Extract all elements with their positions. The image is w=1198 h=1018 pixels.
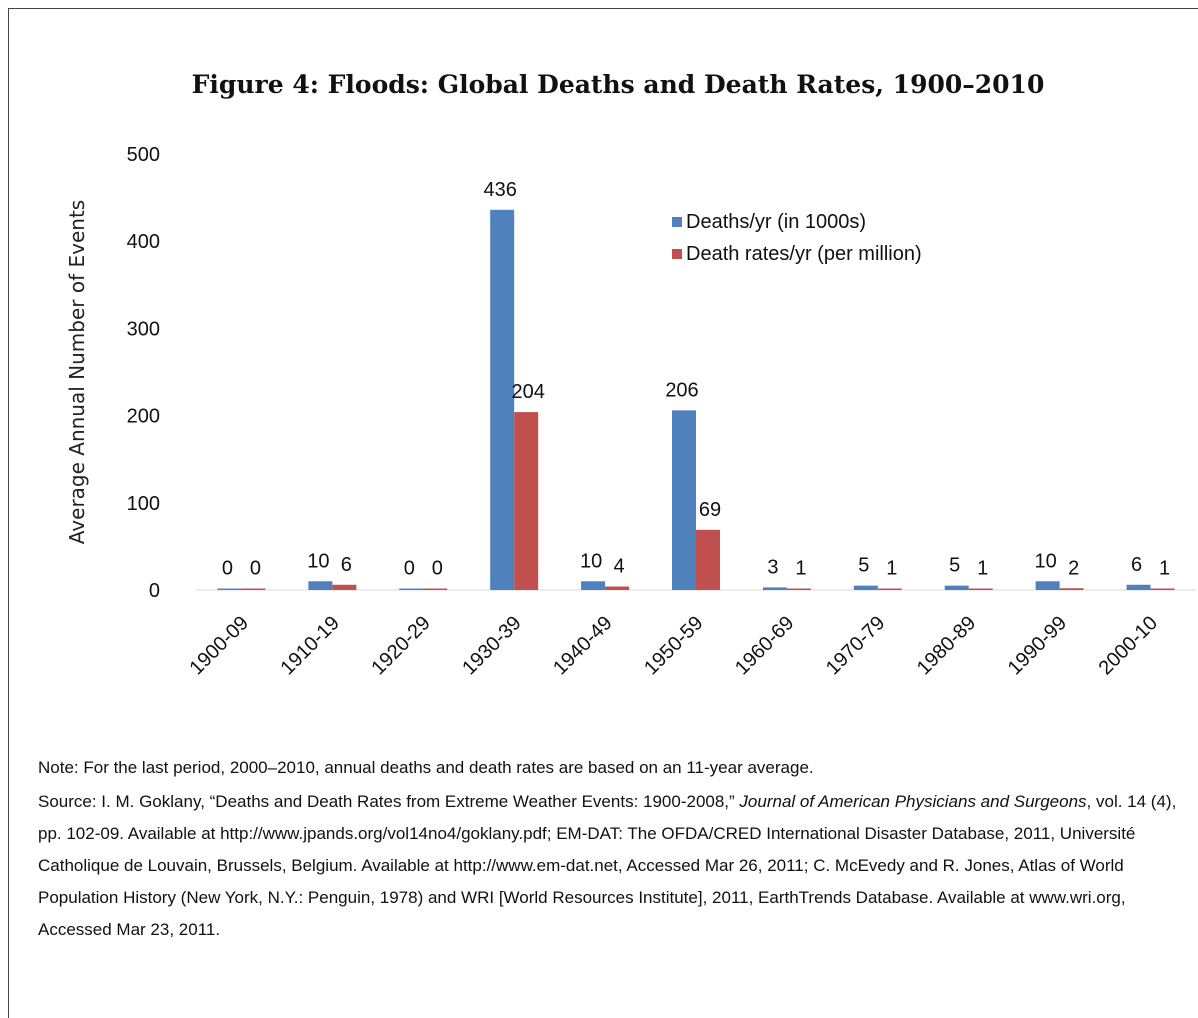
data-label-deaths: 3 (767, 556, 778, 578)
data-label-deaths: 436 (483, 179, 516, 201)
bar-deaths (308, 581, 333, 590)
bar-death-rates (241, 588, 266, 590)
bar-death-rates (514, 412, 539, 590)
chart-notes: Note: For the last period, 2000–2010, an… (38, 752, 1198, 948)
bar-death-rates (332, 584, 357, 590)
data-label-death-rates: 4 (614, 556, 625, 578)
x-tick-label: 1910-19 (276, 612, 343, 679)
bar-deaths (944, 585, 969, 590)
x-tick-label: 1990-99 (1004, 612, 1071, 679)
source-part-b: , vol. 14 (4), pp. 102-09. Available at … (38, 792, 1177, 939)
x-tick-label: 1920-29 (367, 612, 434, 679)
y-tick-label: 400 (127, 231, 160, 253)
legend-swatch-deaths (672, 217, 682, 227)
x-tick-label: 1930-39 (458, 612, 525, 679)
bar-deaths (581, 581, 606, 590)
bar-death-rates (1150, 588, 1175, 590)
legend-label-death-rates: Death rates/yr (per million) (686, 242, 922, 265)
bar-death-rates (1059, 588, 1084, 590)
data-label-deaths: 6 (1131, 554, 1142, 576)
bar-death-rates (877, 588, 902, 590)
bar-deaths (490, 209, 515, 591)
x-tick-label: 1950-59 (640, 612, 707, 679)
legend-item-death-rates: Death rates/yr (per million) (672, 238, 922, 270)
bar-deaths (399, 588, 424, 590)
bar-deaths (1126, 584, 1151, 590)
data-label-death-rates: 69 (699, 499, 721, 521)
bar-death-rates (786, 588, 811, 590)
bar-deaths (1035, 581, 1060, 590)
data-label-death-rates: 0 (432, 558, 443, 580)
bar-deaths (672, 410, 696, 590)
source-part-a: Source: I. M. Goklany, “Deaths and Death… (38, 792, 740, 811)
data-label-death-rates: 0 (250, 558, 261, 580)
source-journal: Journal of American Physicians and Surge… (739, 792, 1087, 811)
data-label-death-rates: 1 (977, 558, 988, 580)
data-label-deaths: 5 (949, 555, 960, 577)
figure-frame (8, 8, 1198, 1018)
data-label-death-rates: 1 (1159, 558, 1170, 580)
bar-death-rates (423, 588, 448, 590)
note-text: Note: For the last period, 2000–2010, an… (38, 758, 814, 777)
chart-title: Figure 4: Floods: Global Deaths and Deat… (191, 70, 1045, 99)
y-tick-label: 0 (149, 580, 160, 602)
bar-deaths (217, 588, 242, 590)
bar-death-rates (605, 586, 630, 590)
data-label-death-rates: 1 (795, 558, 806, 580)
data-label-deaths: 10 (1035, 550, 1057, 572)
y-tick-label: 500 (127, 144, 160, 166)
x-tick-label: 2000-10 (1095, 612, 1162, 679)
y-tick-label: 300 (127, 318, 160, 340)
x-tick-label: 1980-89 (913, 612, 980, 679)
data-label-deaths: 5 (858, 555, 869, 577)
y-tick-label: 100 (127, 493, 160, 515)
bar-death-rates (968, 588, 993, 590)
data-label-deaths: 0 (404, 558, 415, 580)
data-label-deaths: 0 (222, 558, 233, 580)
bar-death-rates (696, 529, 720, 590)
legend-label-deaths: Deaths/yr (in 1000s) (686, 210, 867, 233)
x-tick-label: 1960-69 (731, 612, 798, 679)
data-label-deaths: 10 (307, 550, 329, 572)
bar-deaths (762, 587, 787, 590)
x-tick-label: 1970-79 (822, 612, 889, 679)
chart-legend: Deaths/yr (in 1000s) Death rates/yr (per… (672, 206, 922, 270)
legend-item-deaths: Deaths/yr (in 1000s) (672, 206, 922, 238)
x-tick-label: 1900-09 (186, 612, 253, 679)
x-tick-label: 1940-49 (549, 612, 616, 679)
data-label-deaths: 206 (665, 379, 698, 401)
data-label-death-rates: 2 (1068, 557, 1079, 579)
bar-deaths (853, 585, 878, 590)
data-label-death-rates: 6 (341, 554, 352, 576)
source-text: Source: I. M. Goklany, “Deaths and Death… (38, 786, 1198, 946)
data-label-deaths: 10 (580, 550, 602, 572)
y-tick-label: 200 (127, 406, 160, 428)
legend-swatch-death-rates (672, 249, 682, 259)
data-label-death-rates: 204 (511, 381, 544, 403)
data-label-death-rates: 1 (886, 558, 897, 580)
